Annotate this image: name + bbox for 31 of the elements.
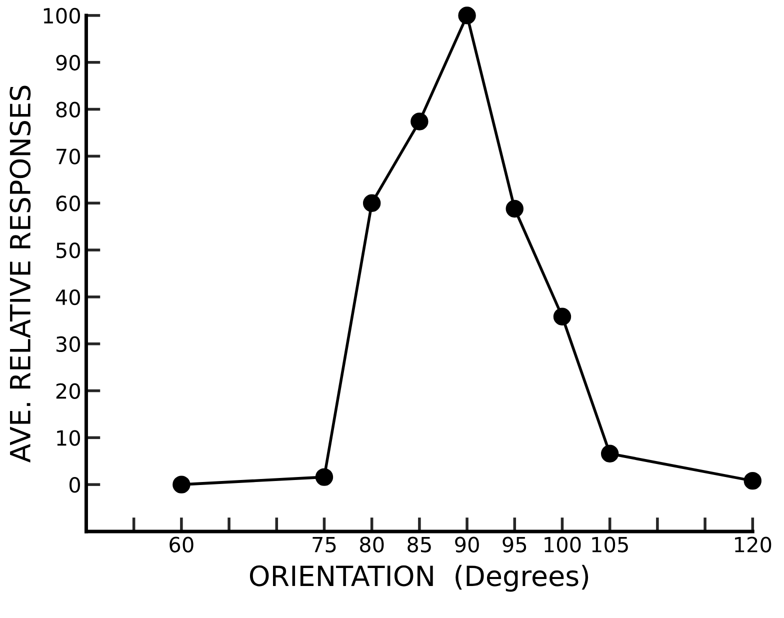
y-tick-label: 70: [56, 148, 80, 164]
x-tick-label: 95: [502, 536, 526, 552]
y-tick-label: 80: [56, 102, 80, 118]
x-tick-label: 100: [544, 536, 581, 552]
y-tick-label: 100: [44, 8, 80, 24]
point: [506, 200, 524, 218]
point: [458, 6, 476, 24]
x-tick-label: 85: [408, 536, 431, 552]
y-tick-label: 30: [56, 336, 80, 352]
y-tick-label: 20: [56, 383, 80, 399]
x-tick-label: 60: [170, 536, 194, 552]
y-tick-label: 90: [56, 54, 80, 71]
point: [172, 476, 190, 494]
x-tick-label: 75: [312, 536, 336, 552]
y-tick-label: 0: [69, 477, 80, 493]
point: [362, 194, 381, 212]
y-tick-label: 10: [57, 430, 80, 446]
x-tick-label: 120: [735, 536, 772, 552]
y-tick-label: 60: [56, 196, 80, 212]
x-tick-label: 105: [592, 536, 628, 552]
y-axis-title: AVE. RELATIVE RESPONSES: [10, 86, 31, 462]
x-axis-title: ORIENTATION (Degrees): [250, 564, 588, 592]
y-tick-label: 50: [56, 242, 80, 258]
point: [600, 444, 619, 462]
y-tick-label: 40: [56, 289, 80, 306]
point: [315, 468, 334, 486]
point: [553, 308, 572, 326]
point: [410, 112, 428, 130]
x-tick-label: 90: [455, 536, 479, 552]
point: [744, 472, 762, 490]
x-tick-label: 80: [360, 536, 384, 552]
